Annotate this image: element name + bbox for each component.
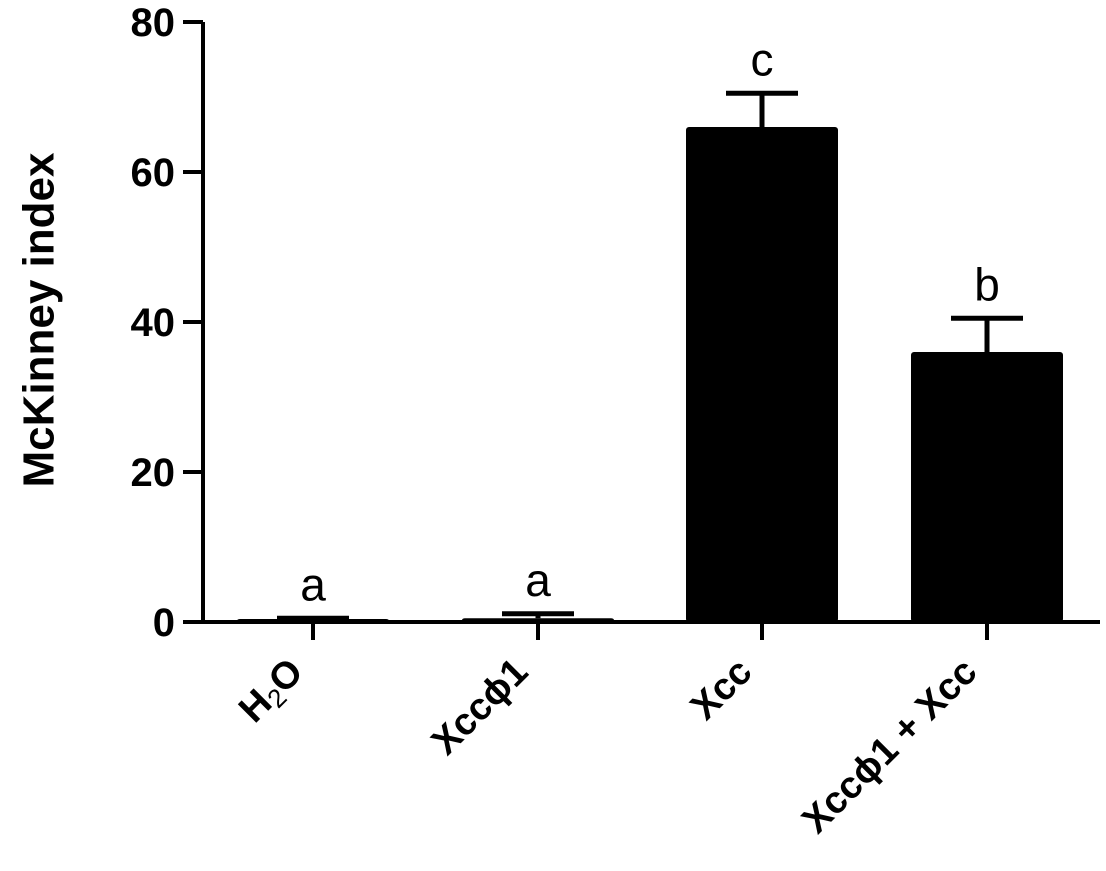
significance-label-0: a	[300, 558, 326, 610]
category-label-2: Xcc	[683, 651, 761, 729]
y-tick-label-0: 0	[153, 601, 175, 645]
significance-label-2: c	[751, 33, 774, 85]
y-tick-label-80: 80	[131, 1, 176, 45]
significance-label-1: a	[525, 554, 551, 606]
bar-2	[686, 127, 838, 622]
y-axis-title-group: McKinney index	[15, 152, 64, 487]
y-tick-label-40: 40	[131, 301, 176, 345]
y-axis-title: McKinney index	[15, 152, 64, 487]
bar-3	[911, 352, 1063, 622]
category-label-3: Xccϕ1 + Xcc	[794, 651, 985, 842]
bars	[237, 90, 1063, 622]
labels: a H2O a Xccϕ1 c Xcc b Xccϕ1 + Xcc	[231, 33, 1000, 841]
y-tick-label-60: 60	[131, 151, 176, 195]
significance-label-3: b	[974, 258, 1000, 310]
category-label-1: Xccϕ1	[424, 651, 537, 764]
category-label-0: H2O	[231, 651, 313, 733]
bar-1	[462, 618, 614, 622]
y-tick-label-20: 20	[131, 451, 176, 495]
